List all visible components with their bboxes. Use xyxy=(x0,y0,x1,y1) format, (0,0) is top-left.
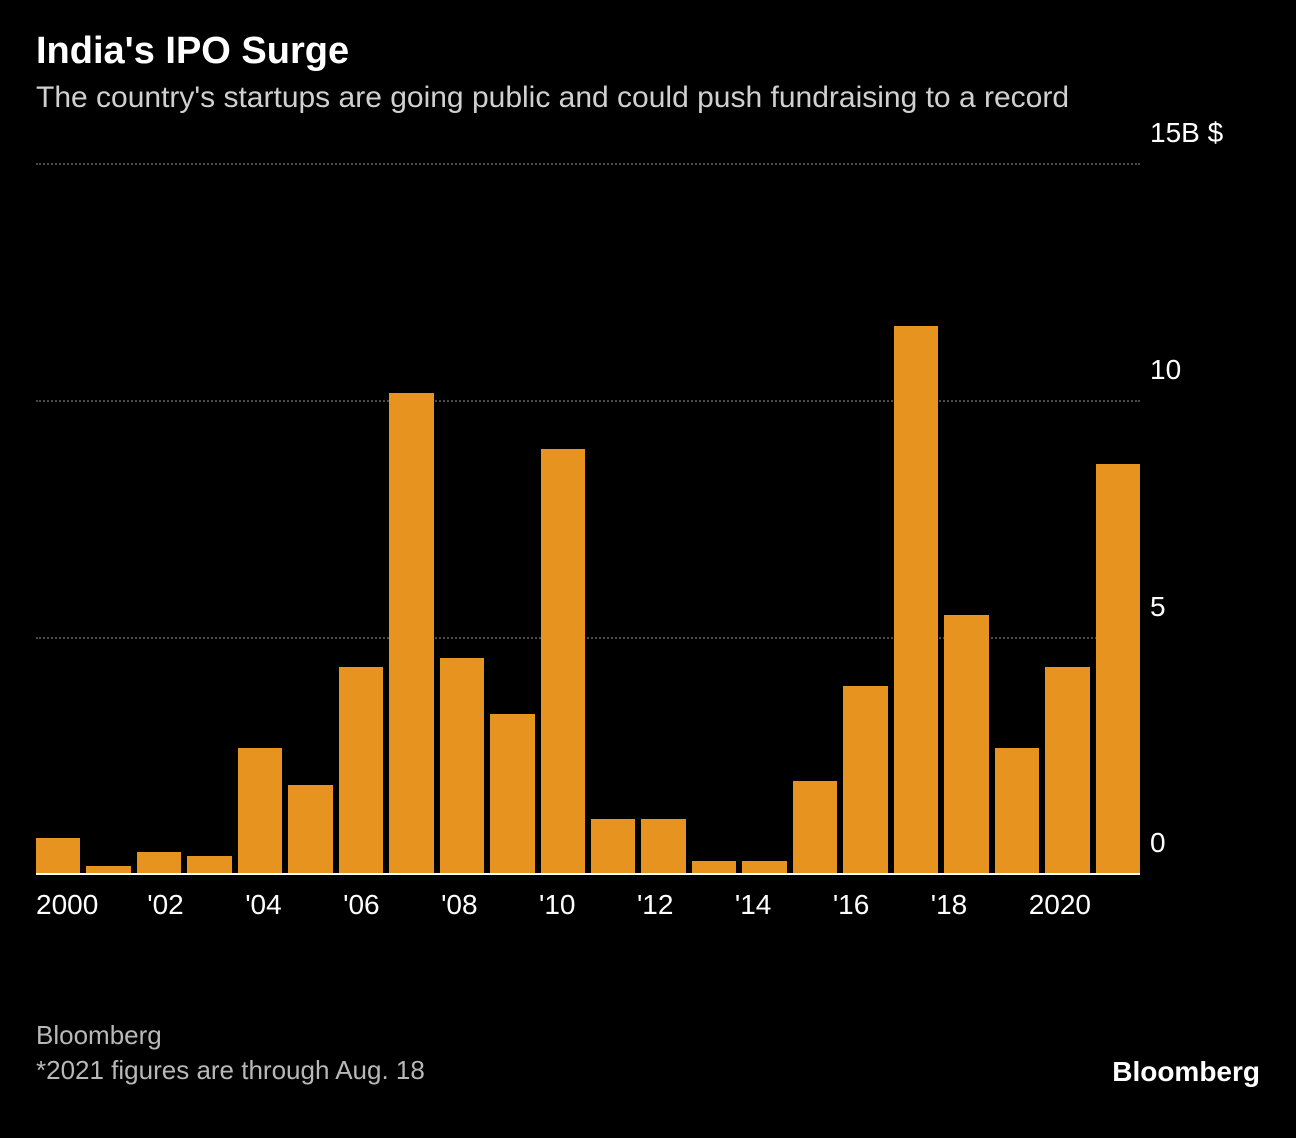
plot-area xyxy=(36,165,1140,875)
chart-title: India's IPO Surge xyxy=(36,30,1260,73)
chart-area: 051015B $ 2000'02'04'06'08'10'12'14'16'1… xyxy=(36,165,1260,925)
bar xyxy=(1045,667,1089,875)
bars-group xyxy=(36,165,1140,875)
bar xyxy=(641,819,685,876)
x-axis-label: '08 xyxy=(441,881,490,925)
bar xyxy=(137,852,181,876)
x-axis-label xyxy=(686,881,735,925)
bar xyxy=(995,748,1039,876)
bar xyxy=(288,785,332,875)
bar xyxy=(894,326,938,875)
chart-container: India's IPO Surge The country's startups… xyxy=(0,0,1296,1138)
x-axis-label xyxy=(784,881,833,925)
bar xyxy=(793,781,837,876)
x-axis-label xyxy=(294,881,343,925)
x-axis-label: '04 xyxy=(245,881,294,925)
source-label: Bloomberg xyxy=(36,1018,425,1053)
x-axis-label: 2020 xyxy=(1029,881,1091,925)
bar xyxy=(591,819,635,876)
x-axis-label xyxy=(1091,881,1140,925)
x-axis-label xyxy=(588,881,637,925)
x-axis-label xyxy=(980,881,1029,925)
bar xyxy=(944,615,988,875)
x-axis-label: '06 xyxy=(343,881,392,925)
x-axis-labels: 2000 '02 '04 '06 '08 '10 '12 '14 '16 '18 2020 xyxy=(36,881,1140,925)
x-axis-label: 2000 xyxy=(36,881,98,925)
x-axis-baseline xyxy=(36,873,1140,875)
x-axis-label xyxy=(882,881,931,925)
x-axis-label: '14 xyxy=(735,881,784,925)
x-axis-label: '18 xyxy=(931,881,980,925)
bar xyxy=(541,449,585,875)
x-axis-label: '02 xyxy=(147,881,196,925)
bar xyxy=(238,748,282,876)
y-axis-label: 5 xyxy=(1150,591,1166,623)
chart-subtitle: The country's startups are going public … xyxy=(36,79,1226,117)
footnote-label: *2021 figures are through Aug. 18 xyxy=(36,1053,425,1088)
brand-label: Bloomberg xyxy=(1112,1056,1260,1088)
x-axis-label xyxy=(98,881,147,925)
y-axis-label: 10 xyxy=(1150,354,1181,386)
bar xyxy=(440,658,484,876)
bar xyxy=(490,714,534,875)
bar xyxy=(36,838,80,876)
bar xyxy=(843,686,887,875)
bar xyxy=(389,393,433,876)
y-axis-label: 0 xyxy=(1150,827,1166,859)
x-axis-label xyxy=(490,881,539,925)
x-axis-label: '16 xyxy=(833,881,882,925)
bar xyxy=(1096,464,1140,876)
x-axis-label: '12 xyxy=(637,881,686,925)
chart-footer: Bloomberg *2021 figures are through Aug.… xyxy=(36,1018,425,1088)
bar xyxy=(339,667,383,875)
x-axis-label xyxy=(392,881,441,925)
y-axis-label: 15B $ xyxy=(1150,117,1223,149)
x-axis-label xyxy=(196,881,245,925)
x-axis-label: '10 xyxy=(539,881,588,925)
